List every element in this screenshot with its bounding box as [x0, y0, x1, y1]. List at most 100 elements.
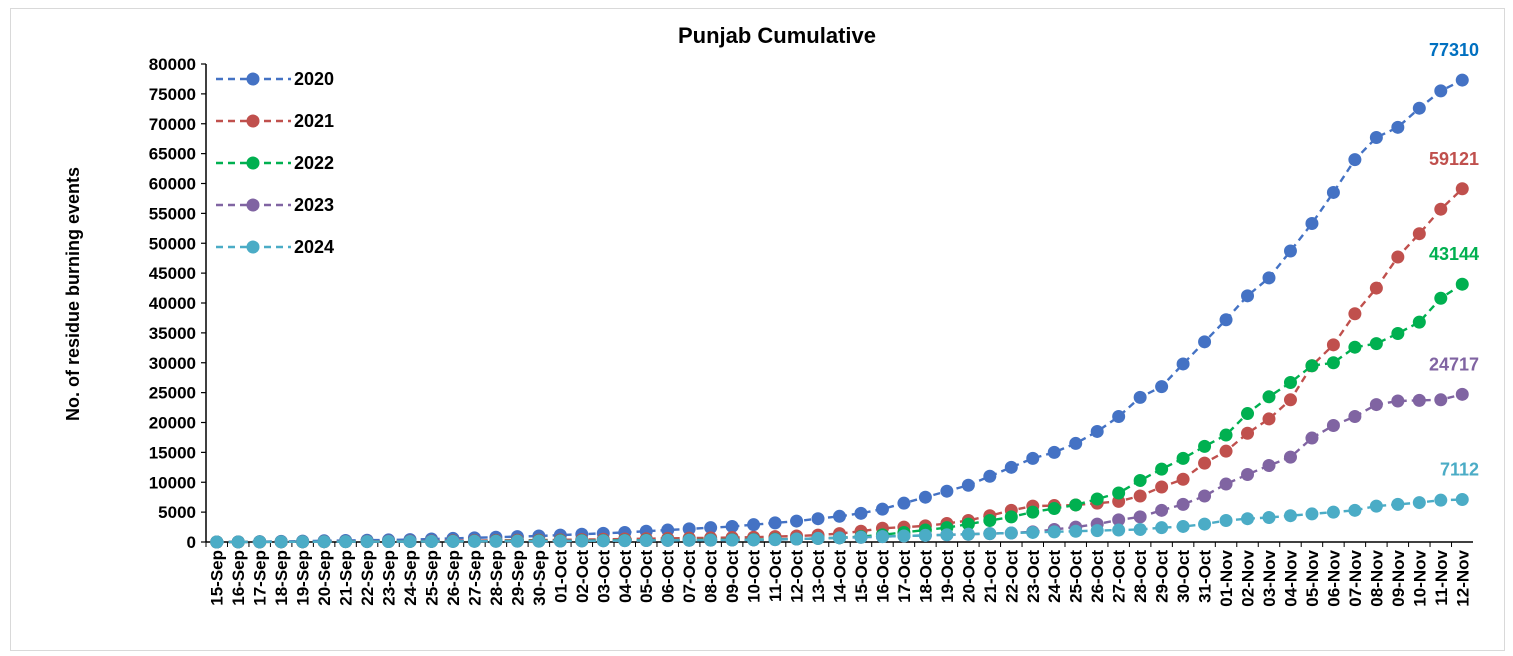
data-point-2022 — [1198, 439, 1212, 453]
data-point-2022 — [1026, 505, 1040, 519]
data-point-2020 — [725, 519, 739, 533]
data-point-2020 — [1133, 390, 1147, 404]
y-tick-label: 0 — [187, 533, 196, 552]
data-point-2022 — [1369, 337, 1383, 351]
x-tick-label: 30-Sep — [530, 550, 549, 606]
data-point-2020 — [1112, 410, 1126, 424]
data-point-2022 — [961, 517, 975, 531]
x-tick-label: 27-Oct — [1110, 550, 1129, 603]
data-point-2020 — [1412, 101, 1426, 115]
data-point-2021 — [1219, 444, 1233, 458]
data-point-2022 — [1283, 375, 1297, 389]
x-tick-label: 09-Oct — [723, 550, 742, 603]
data-point-2020 — [897, 496, 911, 510]
x-tick-label: 26-Sep — [444, 550, 463, 606]
data-point-2024 — [961, 527, 975, 541]
data-point-2021 — [1391, 250, 1405, 264]
data-point-2023 — [1369, 398, 1383, 412]
data-point-2024 — [360, 535, 374, 549]
x-tick-label: 18-Sep — [272, 550, 291, 606]
chart-frame: Punjab Cumulative No. of residue burning… — [10, 8, 1505, 651]
data-point-2024 — [575, 534, 589, 548]
x-tick-label: 18-Oct — [916, 550, 935, 603]
data-point-2020 — [1069, 436, 1083, 450]
data-label-2021: 59121 — [1429, 149, 1479, 169]
x-tick-label: 25-Sep — [422, 550, 441, 606]
data-point-2022 — [983, 513, 997, 527]
data-point-2024 — [446, 534, 460, 548]
data-point-2022 — [1412, 315, 1426, 329]
x-tick-label: 23-Oct — [1024, 550, 1043, 603]
data-point-2024 — [790, 532, 804, 546]
legend-item-2021: 2021 — [216, 111, 334, 131]
data-point-2024 — [382, 535, 396, 549]
chart-canvas: Punjab Cumulative No. of residue burning… — [63, 23, 1479, 607]
data-point-2021 — [1241, 426, 1255, 440]
data-point-2021 — [1133, 489, 1147, 503]
y-tick-label: 25000 — [149, 384, 196, 403]
data-point-2024 — [661, 533, 675, 547]
series-line-2020 — [216, 79, 1463, 544]
data-point-2024 — [1219, 513, 1233, 527]
data-point-2024 — [1434, 493, 1448, 507]
y-tick-labels: 0 5000 10000 15000 20000 25000 30000 35000 40000… — [149, 55, 196, 552]
data-point-2024 — [682, 533, 696, 547]
y-tick-label: 30000 — [149, 354, 196, 373]
data-point-2020 — [1155, 380, 1169, 394]
y-tick-label: 60000 — [149, 175, 196, 194]
x-tick-label: 24-Sep — [401, 550, 420, 606]
legend-label-2023: 2023 — [294, 195, 334, 215]
data-point-2023 — [1305, 431, 1319, 445]
x-tick-label: 16-Oct — [873, 550, 892, 603]
data-point-2024 — [1047, 525, 1061, 539]
data-point-2024 — [274, 535, 288, 549]
data-point-2024 — [1455, 493, 1469, 507]
x-tick-label: 28-Oct — [1131, 550, 1150, 603]
data-point-2021 — [1283, 393, 1297, 407]
data-point-2020 — [1369, 130, 1383, 144]
y-tick-label: 45000 — [149, 264, 196, 283]
y-tick-label: 5000 — [158, 503, 196, 522]
data-point-2021 — [1348, 307, 1362, 321]
data-point-2021 — [1455, 182, 1469, 196]
data-point-2020 — [918, 490, 932, 504]
x-tick-label: 23-Sep — [380, 550, 399, 606]
y-tick-label: 50000 — [149, 234, 196, 253]
legend-label-2022: 2022 — [294, 153, 334, 173]
data-point-2022 — [1455, 277, 1469, 291]
x-tick-label: 11-Nov — [1432, 549, 1451, 605]
data-point-2024 — [210, 535, 224, 549]
legend-item-2022: 2022 — [216, 153, 334, 173]
x-tick-label: 15-Oct — [852, 550, 871, 603]
x-tick-label: 30-Oct — [1174, 550, 1193, 603]
x-tick-label: 22-Oct — [1002, 550, 1021, 603]
data-point-2024 — [339, 535, 353, 549]
data-point-2021 — [1176, 472, 1190, 486]
legend-item-2023: 2023 — [216, 195, 334, 215]
data-point-2020 — [1047, 445, 1061, 459]
y-axis-label: No. of residue burning events — [63, 167, 83, 421]
series-2020: 77310 — [210, 40, 1479, 549]
legend-label-2024: 2024 — [294, 237, 334, 257]
x-tick-label: 29-Oct — [1153, 550, 1172, 603]
x-tick-label: 19-Sep — [294, 550, 313, 606]
legend-marker-2022 — [246, 156, 260, 170]
legend-marker-2020 — [246, 72, 260, 86]
x-tick-label: 21-Oct — [981, 550, 1000, 603]
data-point-2020 — [704, 521, 718, 535]
x-tick-label: 06-Oct — [659, 550, 678, 603]
data-point-2022 — [1047, 502, 1061, 516]
data-point-2020 — [875, 502, 889, 516]
legend-marker-2023 — [246, 198, 260, 212]
data-point-2024 — [1305, 507, 1319, 521]
x-tick-label: 08-Oct — [702, 550, 721, 603]
x-tick-label: 15-Sep — [208, 550, 227, 606]
data-point-2020 — [1090, 424, 1104, 438]
data-point-2024 — [1026, 525, 1040, 539]
data-point-2023 — [1412, 393, 1426, 407]
data-point-2024 — [854, 530, 868, 544]
x-tick-label: 26-Oct — [1088, 550, 1107, 603]
x-tick-label: 19-Oct — [938, 550, 957, 603]
data-point-2023 — [1326, 418, 1340, 432]
data-point-2024 — [897, 529, 911, 543]
